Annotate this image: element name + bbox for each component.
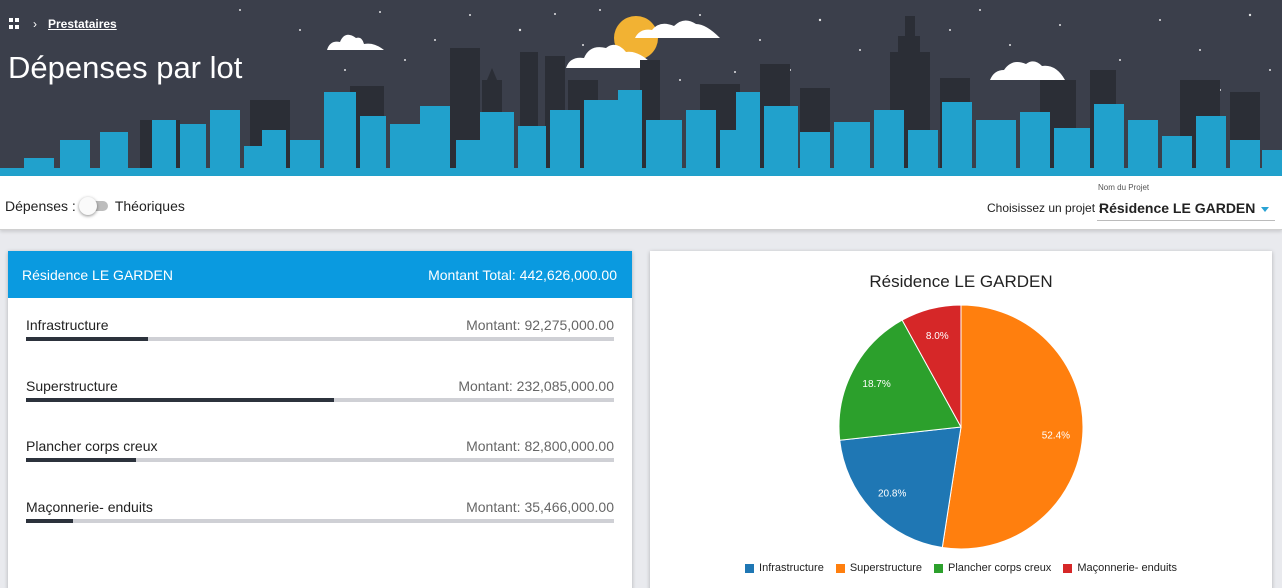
legend-label: Plancher corps creux bbox=[947, 562, 1052, 574]
legend-swatch bbox=[1063, 563, 1073, 573]
chart-title: Résidence LE GARDEN bbox=[869, 272, 1053, 291]
apps-grid-icon[interactable] bbox=[9, 18, 21, 30]
pie-chart: 52.4% 20.8% 18.7% 8.0% bbox=[838, 304, 1084, 550]
project-select-value: Résidence LE GARDEN bbox=[1099, 200, 1256, 216]
chart-card: Résidence LE GARDEN 52.4% 20.8% 18.7% 8.0% … bbox=[650, 251, 1272, 588]
pie-slice-label: 8.0% bbox=[926, 331, 949, 342]
lot-row: Infrastructure Montant: 92,275,000.00 bbox=[26, 317, 614, 341]
legend-swatch bbox=[933, 563, 943, 573]
toggle-label-left: Dépenses : bbox=[5, 198, 76, 214]
toggle-knob bbox=[78, 197, 97, 215]
lot-row: Plancher corps creux Montant: 82,800,000… bbox=[26, 438, 614, 462]
expense-mode-toggle[interactable] bbox=[78, 197, 109, 215]
lot-progress-fill bbox=[26, 337, 149, 341]
lot-row: Superstructure Montant: 232,085,000.00 bbox=[26, 378, 614, 402]
lot-progress-fill bbox=[26, 398, 335, 402]
legend-item[interactable]: Superstructure bbox=[835, 562, 922, 574]
expense-mode-toggle-group: Dépenses : Théoriques bbox=[5, 197, 185, 215]
project-select[interactable]: Nom du Projet Résidence LE GARDEN bbox=[1097, 182, 1275, 221]
lot-row: Maçonnerie- enduits Montant: 35,466,000.… bbox=[26, 499, 614, 523]
lots-card-header: Résidence LE GARDEN Montant Total: 442,6… bbox=[8, 251, 632, 298]
pie-slice-label: 20.8% bbox=[878, 489, 906, 500]
header-banner: › Prestataires Dépenses par lot bbox=[0, 0, 1282, 176]
page-title: Dépenses par lot bbox=[8, 50, 243, 85]
pie-slice-plancher-corps-creux[interactable] bbox=[838, 319, 962, 441]
lot-progress-fill bbox=[26, 519, 74, 523]
lot-name: Maçonnerie- enduits bbox=[26, 499, 153, 515]
pie-slice-infrastructure[interactable] bbox=[839, 426, 962, 549]
lot-amount: Montant: 232,085,000.00 bbox=[458, 378, 614, 394]
lot-progress-bar bbox=[26, 398, 614, 402]
city-skyline-illustration bbox=[0, 9, 1282, 176]
lot-name: Superstructure bbox=[26, 378, 118, 394]
lot-progress-bar bbox=[26, 458, 614, 462]
lot-progress-bar bbox=[26, 519, 614, 523]
breadcrumb: › Prestataires bbox=[9, 17, 117, 31]
lot-amount: Montant: 35,466,000.00 bbox=[466, 499, 614, 515]
dropdown-caret-icon bbox=[1261, 207, 1269, 212]
project-select-prompt: Choisissez un projet : bbox=[987, 201, 1102, 215]
legend-swatch bbox=[745, 563, 755, 573]
pie-slice-superstructure[interactable] bbox=[941, 304, 1084, 550]
legend-label: Maçonnerie- enduits bbox=[1077, 562, 1177, 574]
lots-card-project-name: Résidence LE GARDEN bbox=[22, 266, 173, 283]
lot-amount: Montant: 92,275,000.00 bbox=[466, 317, 614, 333]
lot-progress-bar bbox=[26, 337, 614, 341]
select-underline bbox=[1097, 220, 1275, 221]
lots-card: Résidence LE GARDEN Montant Total: 442,6… bbox=[8, 251, 632, 588]
pie-slice-label: 18.7% bbox=[862, 379, 890, 390]
breadcrumb-link-prestataires[interactable]: Prestataires bbox=[48, 17, 117, 31]
legend-swatch bbox=[835, 563, 845, 573]
legend-label: Infrastructure bbox=[759, 562, 824, 574]
pie-slice-label: 52.4% bbox=[1042, 430, 1070, 441]
legend-item[interactable]: Maçonnerie- enduits bbox=[1063, 562, 1177, 574]
chevron-right-icon: › bbox=[33, 17, 37, 31]
lot-amount: Montant: 82,800,000.00 bbox=[466, 438, 614, 454]
toolbar: Dépenses : Théoriques Choisissez un proj… bbox=[0, 176, 1282, 230]
lot-progress-fill bbox=[26, 458, 136, 462]
project-select-floating-label: Nom du Projet bbox=[1098, 183, 1150, 192]
lot-name: Infrastructure bbox=[26, 317, 109, 333]
legend-item[interactable]: Plancher corps creux bbox=[933, 562, 1052, 574]
lot-name: Plancher corps creux bbox=[26, 438, 158, 454]
legend-label: Superstructure bbox=[849, 562, 922, 574]
toggle-label-right: Théoriques bbox=[114, 198, 185, 214]
legend-item[interactable]: Infrastructure bbox=[745, 562, 824, 574]
pie-slice-maconnerie-enduits[interactable] bbox=[901, 304, 962, 428]
lots-card-total: Montant Total: 442,626,000.00 bbox=[428, 266, 617, 283]
chart-legend: Infrastructure Superstructure Plancher cor… bbox=[650, 562, 1272, 574]
